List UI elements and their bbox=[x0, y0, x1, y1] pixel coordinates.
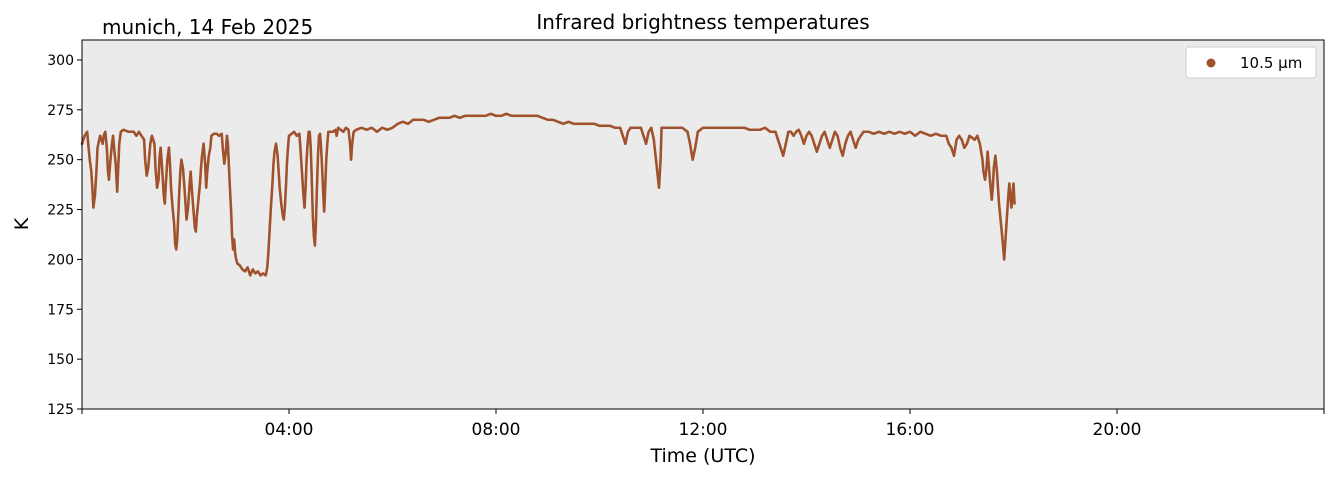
y-tick-label: 250 bbox=[47, 153, 74, 169]
x-axis: 04:00 08:00 12:00 16:00 20:00 bbox=[81, 409, 1325, 440]
legend-marker-dot bbox=[1206, 58, 1216, 68]
y-tick-label: 225 bbox=[47, 203, 74, 219]
y-tick-label: 275 bbox=[47, 103, 74, 119]
y-tick-label: 200 bbox=[47, 252, 74, 268]
y-tick-label: 175 bbox=[47, 302, 74, 318]
legend: 10.5 µm bbox=[1185, 46, 1317, 79]
x-tick-label: 12:00 bbox=[679, 420, 728, 440]
y-axis: 125 150 175 200 225 250 275 300 bbox=[47, 53, 82, 418]
x-tick-label: 04:00 bbox=[265, 420, 314, 440]
plot-frame bbox=[81, 39, 1325, 410]
chart-subtitle: munich, 14 Feb 2025 bbox=[102, 15, 313, 39]
chart-title: Infrared brightness temperatures bbox=[536, 10, 869, 34]
legend-box bbox=[1185, 46, 1317, 79]
x-tick-label: 08:00 bbox=[472, 420, 521, 440]
series-10-5-um bbox=[80, 112, 1016, 277]
x-axis-label: Time (UTC) bbox=[649, 445, 755, 467]
x-tick-label: 16:00 bbox=[886, 420, 935, 440]
plot-area bbox=[82, 40, 1324, 409]
y-tick-label: 300 bbox=[47, 53, 74, 69]
y-tick-label: 125 bbox=[47, 402, 74, 418]
legend-label: 10.5 µm bbox=[1240, 54, 1302, 72]
y-tick-label: 150 bbox=[47, 352, 74, 368]
y-axis-label: K bbox=[11, 217, 33, 230]
x-tick-label: 20:00 bbox=[1093, 420, 1142, 440]
data-point bbox=[1013, 202, 1016, 205]
